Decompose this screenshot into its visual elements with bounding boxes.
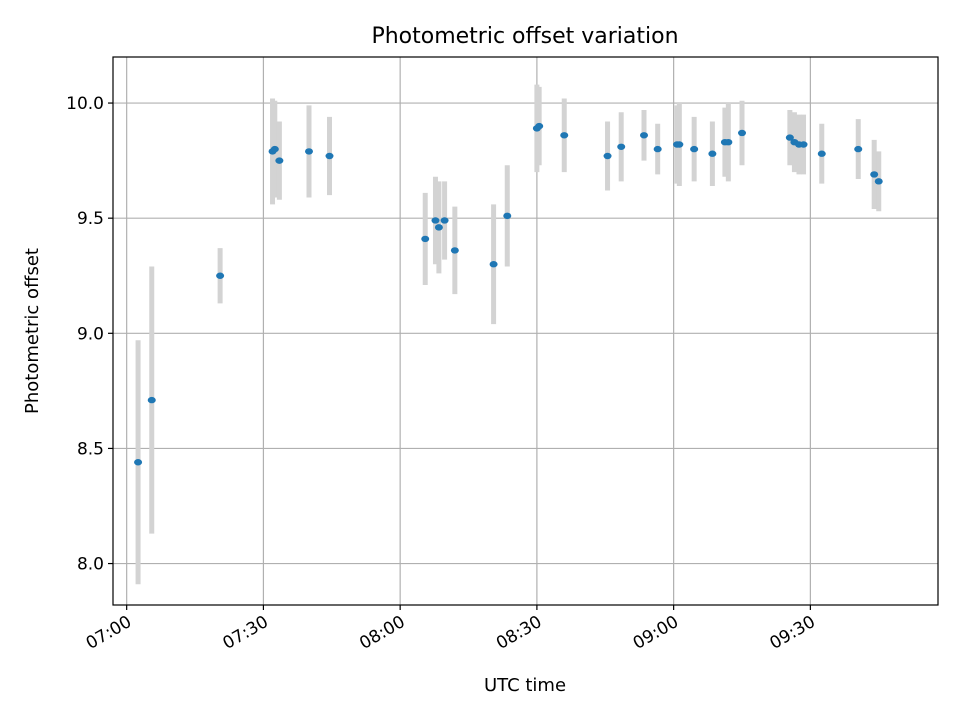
data-point [854,145,863,153]
data-point [147,396,156,404]
chart-title: Photometric offset variation [371,24,678,49]
data-point [738,129,747,137]
y-axis-label: Photometric offset [22,248,43,414]
data-point [134,459,143,466]
data-point [617,143,626,150]
data-point [304,148,313,155]
y-tick-label: 8.0 [77,555,104,575]
data-point [785,134,794,141]
data-point [275,157,284,164]
y-tick-label: 9.0 [77,324,104,344]
y-tick-label: 10.0 [66,94,104,114]
y-tick-label: 8.5 [77,439,104,459]
data-point [690,145,699,153]
x-axis-label: UTC time [484,675,566,696]
data-point [489,261,498,268]
data-point [560,132,569,139]
data-point [724,138,733,146]
data-point [535,122,544,130]
data-point [434,224,443,231]
y-tick-label: 9.5 [77,209,104,229]
data-point [640,132,649,139]
data-point [874,178,883,185]
plot-area-background [113,57,938,605]
data-point [431,217,440,224]
data-point [870,171,879,178]
data-point [270,145,279,153]
data-points [134,122,883,466]
data-point [653,145,662,153]
data-point [799,141,808,148]
data-point [440,217,449,224]
grid-lines [113,57,938,605]
data-point [708,150,717,157]
data-point [603,152,612,160]
data-point [421,235,430,243]
data-point [675,141,684,148]
data-point [817,150,826,157]
data-point [450,247,459,254]
plot-frame [112,56,939,606]
y-axis-ticks: 8.0 8.5 9.0 9.5 10.0 [66,94,113,575]
data-point [503,212,512,220]
data-point [216,272,225,279]
data-point [325,152,334,160]
